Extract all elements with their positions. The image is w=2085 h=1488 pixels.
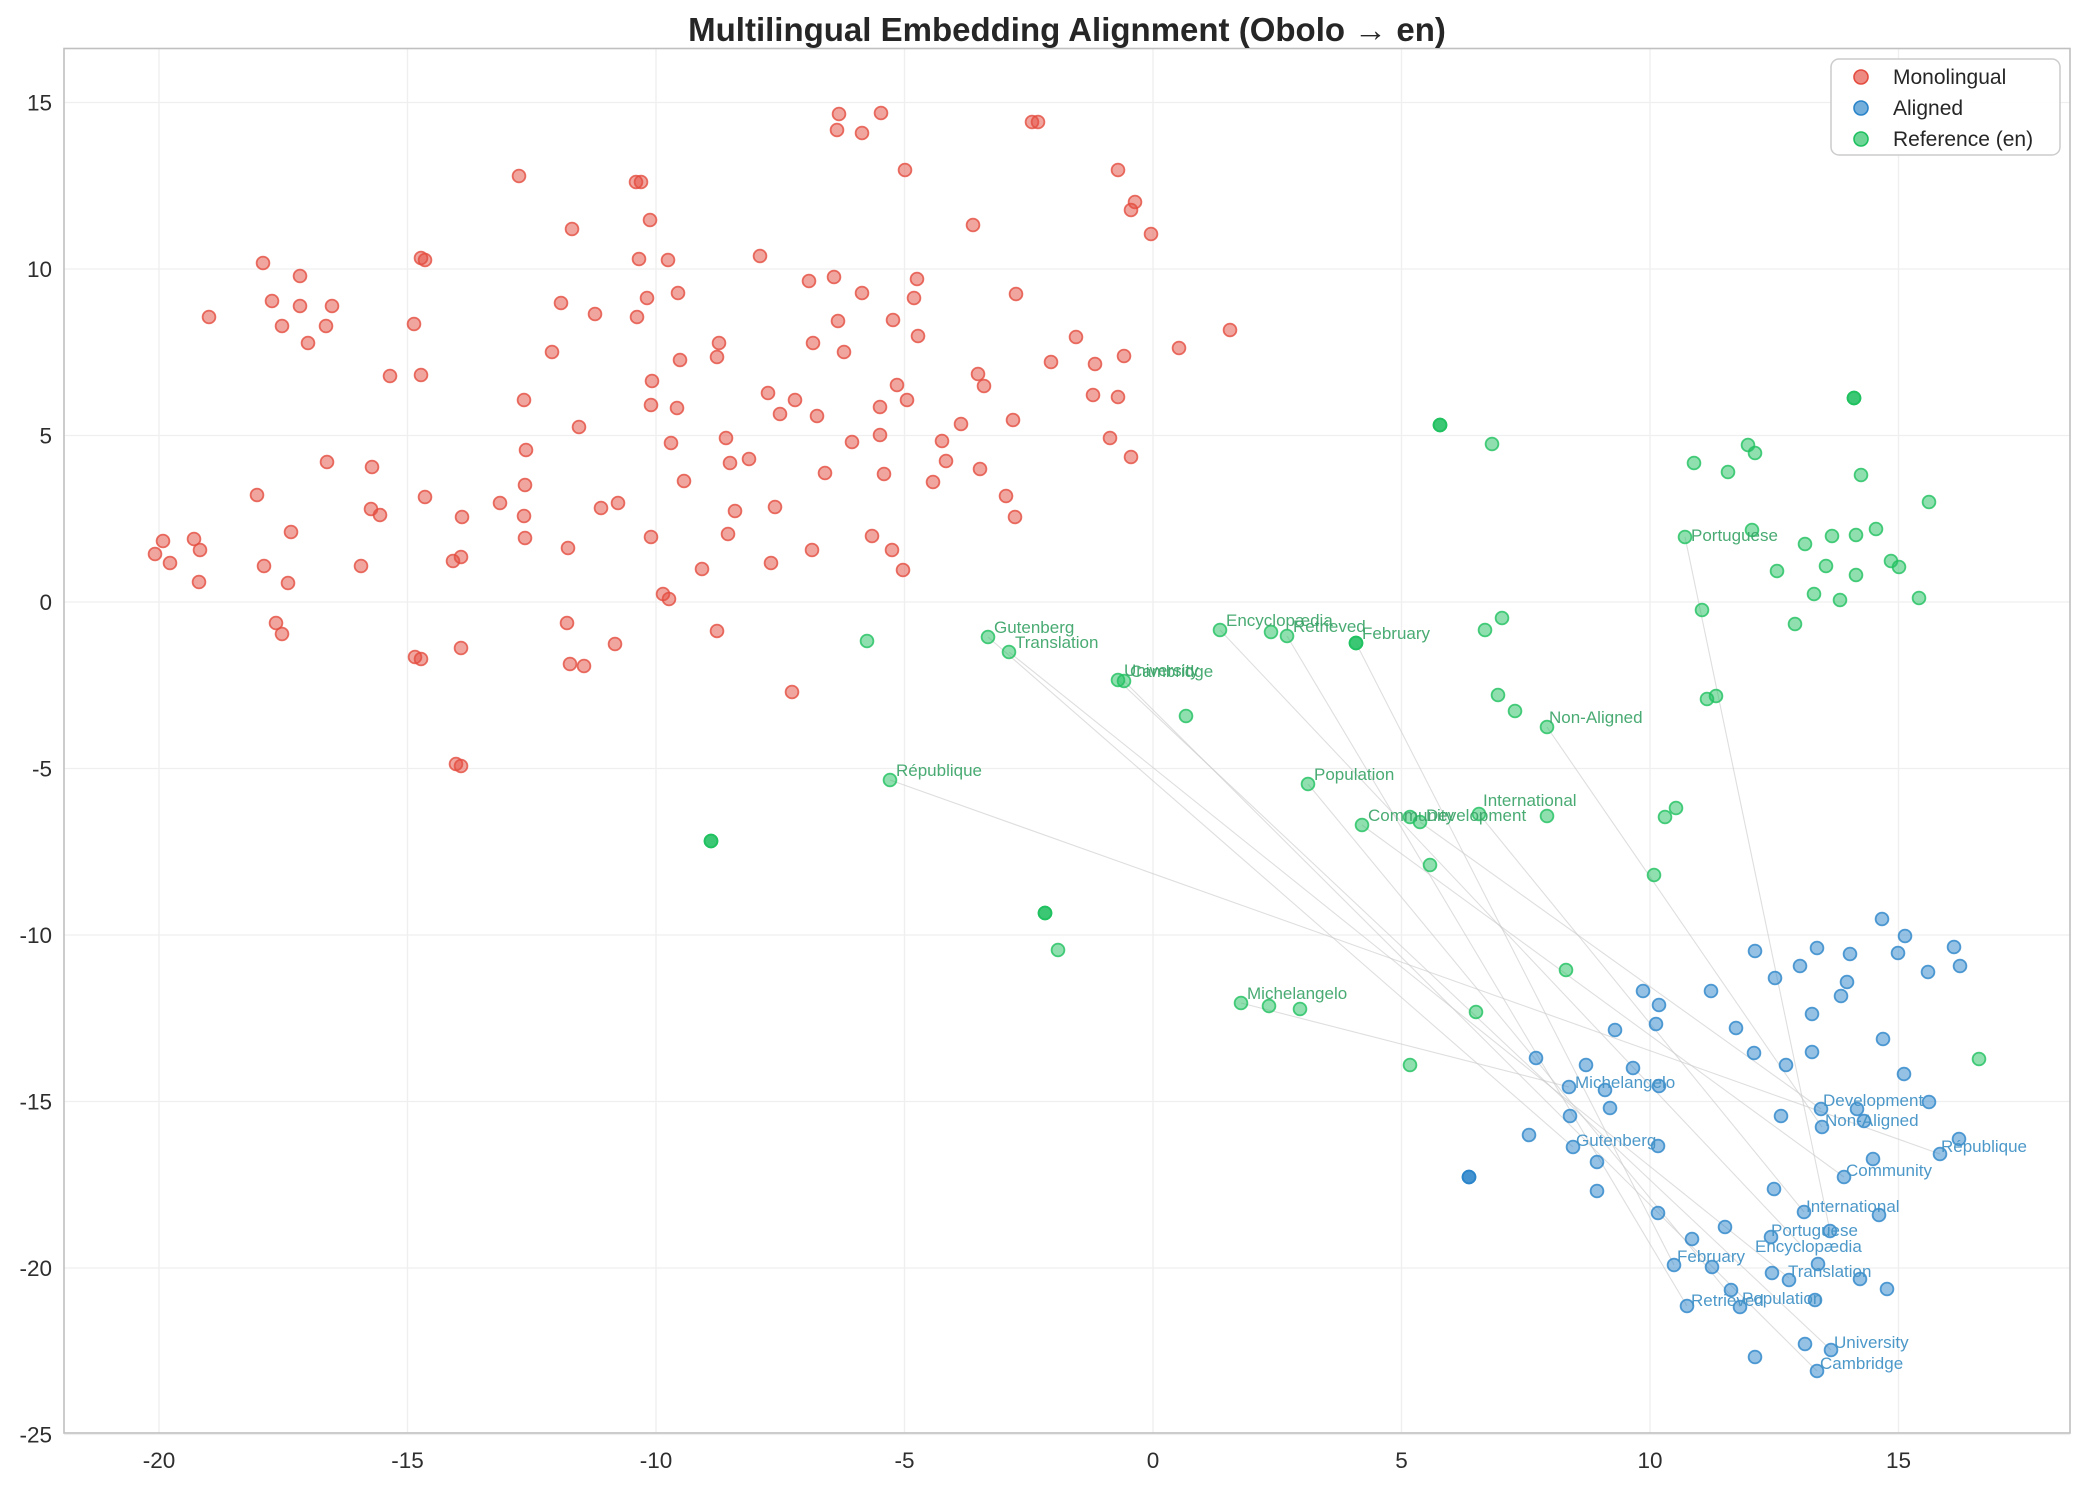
svg-text:Development: Development — [1426, 806, 1526, 825]
svg-text:0: 0 — [1147, 1448, 1160, 1473]
svg-text:Portuguese: Portuguese — [1691, 526, 1778, 545]
svg-text:Reference (en): Reference (en) — [1893, 128, 2033, 151]
svg-text:Population: Population — [1742, 1289, 1822, 1308]
svg-text:-5: -5 — [894, 1448, 914, 1473]
svg-text:Development: Development — [1823, 1091, 1923, 1110]
svg-text:-15: -15 — [19, 1090, 52, 1115]
svg-text:University: University — [1124, 661, 1199, 680]
svg-text:International: International — [1483, 791, 1577, 810]
svg-text:Monolingual: Monolingual — [1893, 66, 2006, 89]
svg-text:-20: -20 — [143, 1448, 176, 1473]
svg-text:15: 15 — [27, 91, 52, 116]
svg-text:-25: -25 — [19, 1423, 52, 1448]
svg-text:-5: -5 — [32, 757, 52, 782]
svg-text:Multilingual Embedding Alignme: Multilingual Embedding Alignment (Obolo … — [688, 11, 1446, 48]
svg-text:République: République — [1941, 1137, 2027, 1156]
svg-text:Population: Population — [1314, 765, 1394, 784]
svg-text:0: 0 — [39, 590, 52, 615]
svg-text:Gutenberg: Gutenberg — [1576, 1131, 1656, 1150]
svg-text:République: République — [896, 761, 982, 780]
svg-text:February: February — [1677, 1247, 1746, 1266]
svg-text:5: 5 — [1395, 1448, 1408, 1473]
svg-text:Cambridge: Cambridge — [1130, 662, 1213, 681]
svg-text:Gutenberg: Gutenberg — [994, 618, 1074, 637]
svg-text:-20: -20 — [19, 1256, 52, 1281]
svg-text:Retrieved: Retrieved — [1293, 617, 1366, 636]
svg-text:February: February — [1362, 624, 1431, 643]
svg-text:10: 10 — [1637, 1448, 1662, 1473]
svg-text:Non-Aligned: Non-Aligned — [1549, 708, 1643, 727]
svg-text:Translation: Translation — [1788, 1262, 1871, 1281]
svg-text:Aligned: Aligned — [1893, 97, 1963, 120]
svg-text:Cambridge: Cambridge — [1820, 1354, 1903, 1373]
svg-text:Translation: Translation — [1015, 633, 1098, 652]
svg-text:10: 10 — [27, 257, 52, 282]
svg-text:University: University — [1834, 1333, 1909, 1352]
svg-text:Non-Aligned: Non-Aligned — [1825, 1111, 1919, 1130]
svg-text:Portuguese: Portuguese — [1771, 1221, 1858, 1240]
svg-text:5: 5 — [39, 424, 52, 449]
svg-text:International: International — [1806, 1197, 1900, 1216]
svg-text:Retrieved: Retrieved — [1691, 1291, 1764, 1310]
svg-text:Michelangelo: Michelangelo — [1575, 1073, 1675, 1092]
svg-text:-15: -15 — [391, 1448, 424, 1473]
svg-text:Encyclopædia: Encyclopædia — [1226, 611, 1333, 630]
svg-text:Community: Community — [1846, 1161, 1932, 1180]
svg-text:Michelangelo: Michelangelo — [1247, 984, 1347, 1003]
svg-text:Community: Community — [1368, 806, 1454, 825]
svg-text:15: 15 — [1886, 1448, 1911, 1473]
svg-text:-10: -10 — [19, 923, 52, 948]
svg-text:-10: -10 — [640, 1448, 673, 1473]
svg-text:Encyclopædia: Encyclopædia — [1755, 1237, 1862, 1256]
